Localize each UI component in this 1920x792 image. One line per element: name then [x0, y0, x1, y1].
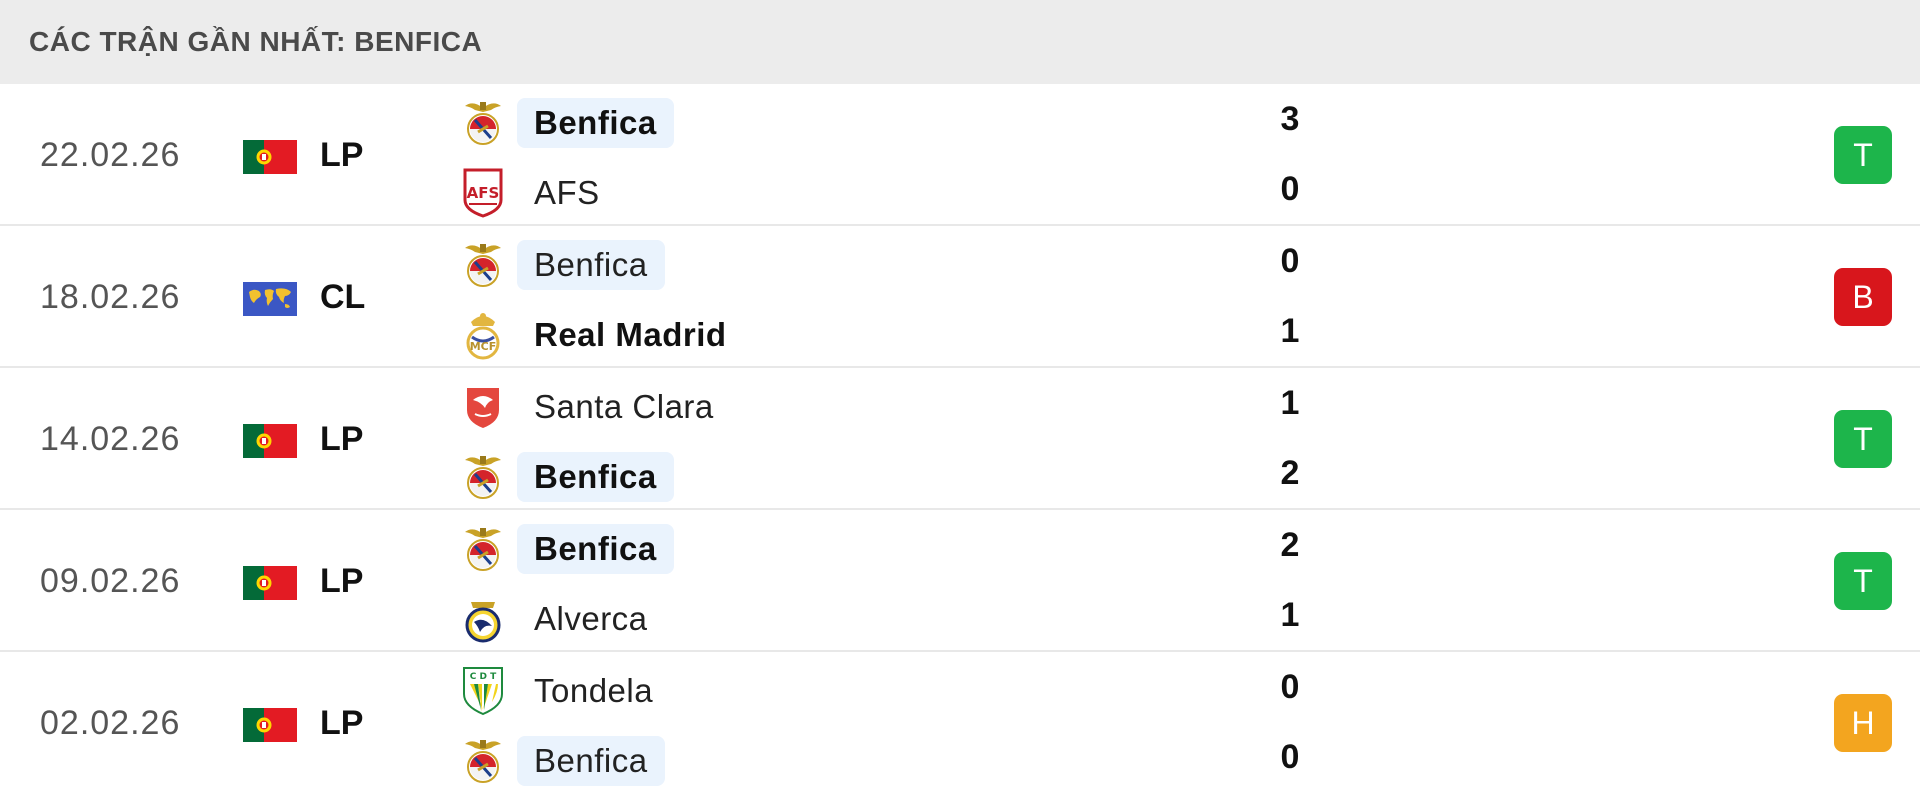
afs-crest-icon: AFS: [458, 168, 508, 218]
svg-text:C D T: C D T: [470, 672, 497, 682]
league-code[interactable]: LP: [320, 561, 364, 600]
tondela-crest-icon: C D T: [458, 666, 508, 716]
league-code[interactable]: CL: [320, 277, 366, 316]
home-team-name: Benfica: [517, 524, 674, 574]
portugal-flag-icon: [243, 140, 297, 174]
alverca-crest-icon: [458, 594, 508, 644]
benfica-crest-icon: [458, 240, 508, 290]
away-score: 1: [1280, 312, 1300, 350]
home-team-name: Benfica: [517, 240, 665, 290]
away-score: 0: [1280, 170, 1300, 208]
match-row[interactable]: 18.02.26 CL Benfica MCF Real Madrid 0 1 …: [0, 226, 1920, 368]
match-date: 09.02.26: [40, 561, 181, 600]
away-team[interactable]: AFS AFS: [458, 165, 617, 221]
match-date: 02.02.26: [40, 703, 181, 742]
home-team[interactable]: Benfica: [458, 95, 674, 151]
home-score: 0: [1280, 668, 1300, 706]
result-badge: B: [1834, 268, 1892, 326]
result-badge: T: [1834, 126, 1892, 184]
home-score: 1: [1280, 384, 1300, 422]
away-team[interactable]: MCF Real Madrid: [458, 307, 744, 363]
away-team-name: AFS: [534, 174, 600, 211]
benfica-crest-icon: [458, 98, 508, 148]
away-score: 2: [1280, 454, 1300, 492]
league-code[interactable]: LP: [320, 135, 364, 174]
home-team[interactable]: Santa Clara: [458, 379, 731, 435]
benfica-crest-icon: [458, 524, 508, 574]
away-team-name: Benfica: [517, 452, 674, 502]
away-team-name: Real Madrid: [534, 316, 727, 353]
home-team[interactable]: Benfica: [458, 521, 674, 577]
result-badge: H: [1834, 694, 1892, 752]
match-row[interactable]: 22.02.26 LP Benfica AFS AFS 3 0 T: [0, 84, 1920, 226]
home-team[interactable]: Benfica: [458, 237, 665, 293]
match-date: 18.02.26: [40, 277, 181, 316]
away-team[interactable]: Alverca: [458, 591, 665, 647]
portugal-flag-icon: [243, 566, 297, 600]
match-date: 14.02.26: [40, 419, 181, 458]
home-team-name: Tondela: [534, 672, 654, 709]
match-row[interactable]: 09.02.26 LP Benfica Alverca 2 1 T: [0, 510, 1920, 652]
away-team[interactable]: Benfica: [458, 449, 674, 505]
result-badge: T: [1834, 552, 1892, 610]
home-score: 2: [1280, 526, 1300, 564]
portugal-flag-icon: [243, 424, 297, 458]
svg-text:AFS: AFS: [467, 184, 500, 202]
svg-text:MCF: MCF: [470, 340, 497, 353]
league-code[interactable]: LP: [320, 703, 364, 742]
world-flag-icon: [243, 282, 297, 316]
benfica-crest-icon: [458, 736, 508, 786]
away-score: 0: [1280, 738, 1300, 776]
home-score: 3: [1280, 100, 1300, 138]
match-date: 22.02.26: [40, 135, 181, 174]
match-list: 22.02.26 LP Benfica AFS AFS 3 0 T 18.02.…: [0, 84, 1920, 792]
result-badge: T: [1834, 410, 1892, 468]
away-team-name: Alverca: [534, 600, 648, 637]
benfica-crest-icon: [458, 452, 508, 502]
section-title: CÁC TRẬN GẦN NHẤT: BENFICA: [29, 26, 483, 57]
match-row[interactable]: 14.02.26 LP Santa Clara Benfica 1 2 T: [0, 368, 1920, 510]
home-team-name: Benfica: [517, 98, 674, 148]
away-team[interactable]: Benfica: [458, 733, 665, 789]
home-team-name: Santa Clara: [534, 388, 714, 425]
away-score: 1: [1280, 596, 1300, 634]
away-team-name: Benfica: [517, 736, 665, 786]
section-header: CÁC TRẬN GẦN NHẤT: BENFICA: [0, 0, 1920, 84]
real-madrid-crest-icon: MCF: [458, 310, 508, 360]
home-score: 0: [1280, 242, 1300, 280]
match-row[interactable]: 02.02.26 LP C D T Tondela Benfica 0 0 H: [0, 652, 1920, 792]
league-code[interactable]: LP: [320, 419, 364, 458]
home-team[interactable]: C D T Tondela: [458, 663, 670, 719]
santa-clara-crest-icon: [458, 382, 508, 432]
portugal-flag-icon: [243, 708, 297, 742]
